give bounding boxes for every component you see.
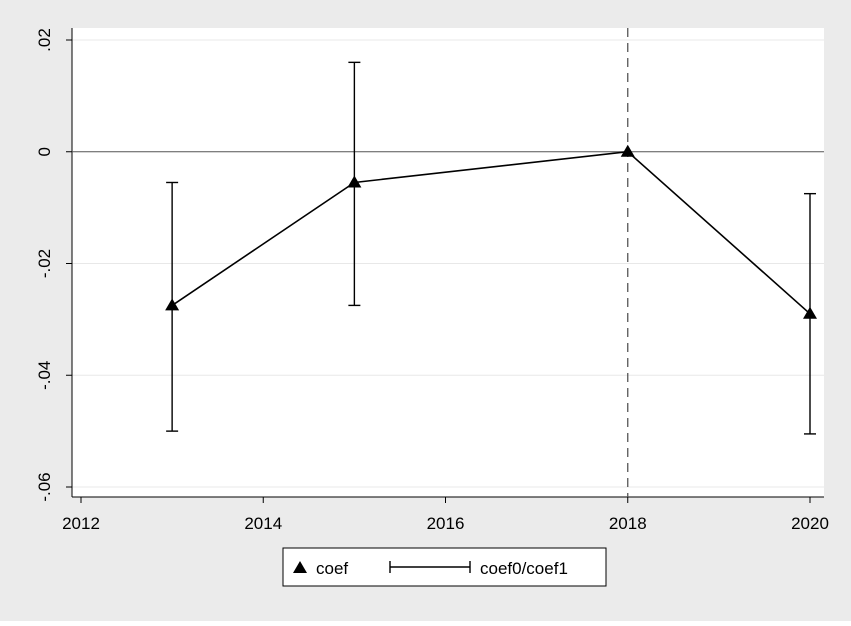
- y-tick-label: -.02: [35, 249, 54, 278]
- x-tick-label: 2020: [791, 514, 829, 533]
- legend-triangle-marker: [293, 561, 307, 573]
- legend-label-coef: coef: [316, 559, 348, 578]
- coef-line: [171, 150, 811, 315]
- y-tick-label: .02: [35, 28, 54, 52]
- y-tick-label: 0: [35, 147, 54, 156]
- y-tick-label: -.06: [35, 472, 54, 501]
- x-tick-label: 2018: [609, 514, 647, 533]
- legend-label-range: coef0/coef1: [480, 559, 568, 578]
- coef-point: [620, 144, 635, 157]
- y-tick-label: -.04: [35, 361, 54, 390]
- plot-area: [72, 28, 824, 497]
- coef-point: [347, 175, 362, 188]
- coef-point: [803, 306, 817, 319]
- x-tick-label: 2014: [244, 514, 282, 533]
- x-tick-label: 2012: [62, 514, 100, 533]
- coef-point: [165, 298, 180, 311]
- x-tick-label: 2016: [427, 514, 465, 533]
